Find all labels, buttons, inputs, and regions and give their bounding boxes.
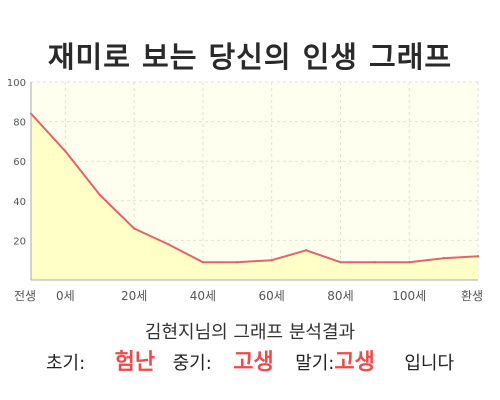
data-point — [339, 260, 342, 264]
x-tick-label: 80세 — [327, 289, 353, 303]
x-tick-label: 20세 — [121, 289, 147, 303]
x-tick-label: 40세 — [190, 289, 216, 303]
data-point — [373, 260, 377, 264]
grid-lines — [30, 81, 479, 280]
x-tick-label: 환생 — [461, 289, 483, 303]
data-point — [270, 259, 273, 262]
life-line — [30, 113, 479, 264]
y-tick-label: 40 — [13, 197, 26, 208]
late-value: 고생 — [334, 350, 375, 375]
mid-label: 중기: — [172, 353, 212, 374]
life-graph-chart: 20 40 60 80 100 전생 0세 20세 40세 60세 80세 100세 환생 — [7, 78, 483, 303]
result-summary: 초기: 험난 중기: 고생 말기:고생 입니다 — [0, 344, 500, 376]
data-point — [201, 260, 205, 264]
x-tick-label: 60세 — [259, 289, 285, 303]
result-subtitle: 김현지님의 그래프 분석결과 — [144, 322, 356, 343]
data-point — [304, 249, 308, 252]
y-tick-labels: 20 40 60 80 100 — [7, 78, 26, 247]
y-tick-label: 60 — [13, 157, 26, 168]
x-tick-label: 전생 — [14, 289, 36, 303]
late-label: 말기: — [295, 353, 335, 374]
data-point — [236, 260, 239, 264]
early-label: 초기: — [45, 353, 86, 374]
data-point — [408, 260, 411, 264]
summary-suffix: 입니다 — [404, 353, 455, 374]
life-area-fill — [31, 113, 478, 280]
data-point — [98, 193, 101, 197]
x-tick-labels: 전생 0세 20세 40세 60세 80세 100세 환생 — [14, 289, 483, 303]
data-point — [476, 255, 480, 258]
y-tick-label: 20 — [13, 236, 26, 247]
data-point — [64, 150, 67, 153]
data-point — [442, 257, 445, 260]
early-value: 험난 — [114, 350, 156, 375]
y-tick-label: 100 — [7, 78, 26, 89]
data-point — [132, 227, 136, 230]
x-tick-label: 100세 — [392, 289, 426, 303]
y-tick-label: 80 — [13, 118, 26, 129]
data-point — [167, 243, 170, 246]
chart-title: 재미로 보는 당신의 인생 그래프 — [47, 40, 453, 74]
x-tick-label: 0세 — [56, 289, 75, 303]
mid-value: 고생 — [233, 350, 274, 375]
